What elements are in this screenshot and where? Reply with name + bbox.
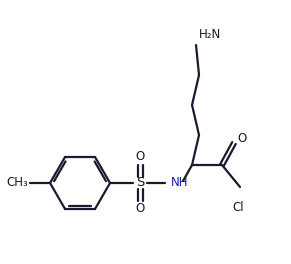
Text: O: O xyxy=(135,150,145,163)
Text: CH₃: CH₃ xyxy=(6,177,28,190)
Text: H₂N: H₂N xyxy=(199,28,221,41)
Text: O: O xyxy=(237,133,246,145)
Text: S: S xyxy=(136,177,144,190)
Text: NH: NH xyxy=(171,177,189,190)
Text: Cl: Cl xyxy=(232,201,244,214)
Text: O: O xyxy=(135,202,145,215)
